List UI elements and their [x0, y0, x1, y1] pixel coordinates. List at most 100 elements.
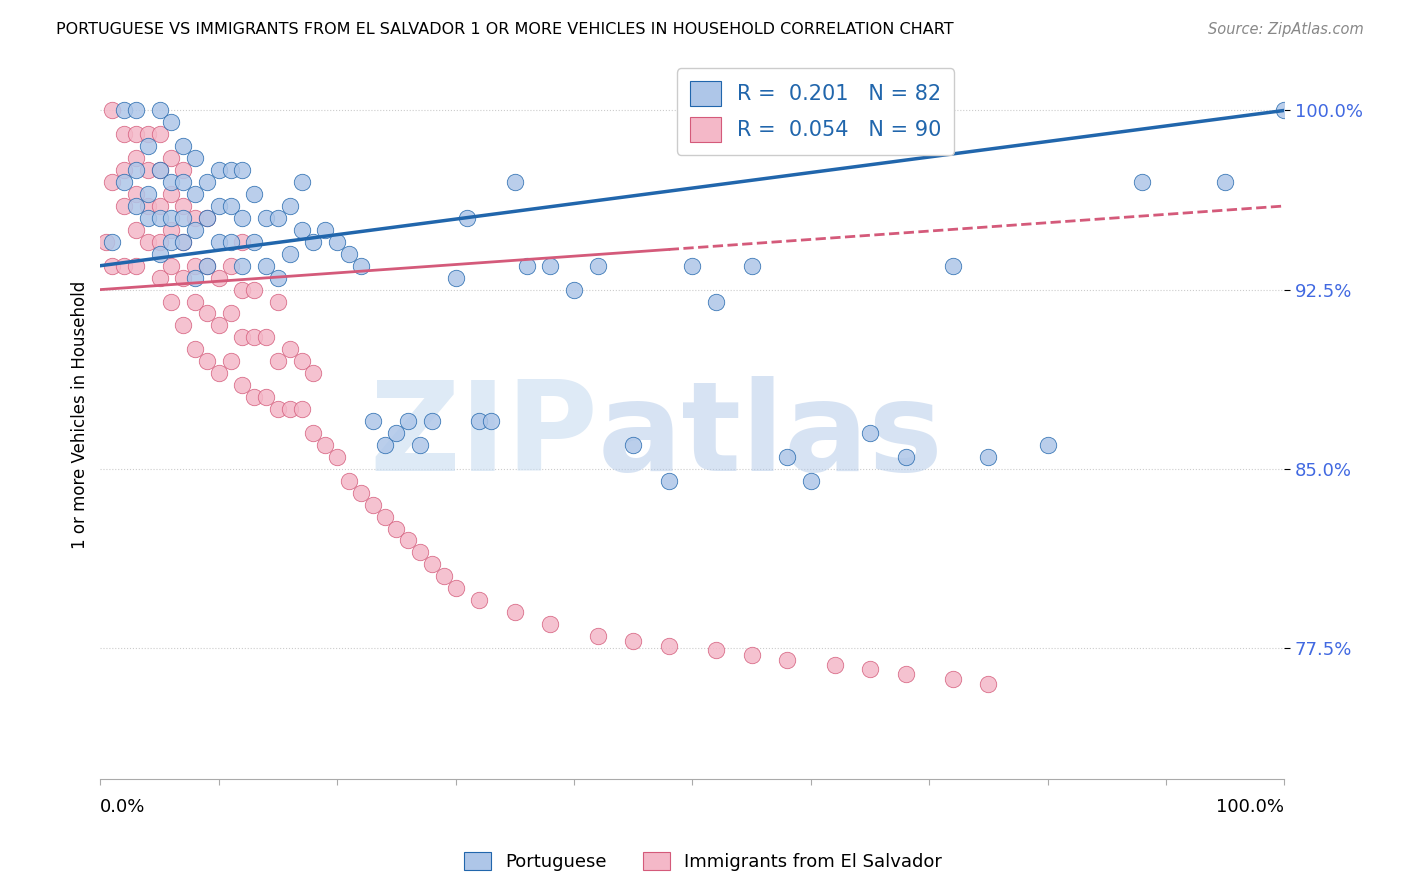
- Point: [208, 235, 231, 249]
- Point: [160, 259, 183, 273]
- Point: [208, 270, 231, 285]
- Point: [184, 187, 207, 202]
- Point: [160, 187, 183, 202]
- Point: [231, 378, 253, 392]
- Point: [219, 163, 242, 178]
- Point: [776, 450, 799, 464]
- Point: [208, 366, 231, 380]
- Point: [291, 402, 314, 417]
- Point: [160, 294, 183, 309]
- Point: [160, 223, 183, 237]
- Point: [125, 151, 148, 165]
- Point: [503, 175, 526, 189]
- Point: [101, 175, 124, 189]
- Point: [302, 425, 325, 440]
- Point: [1036, 438, 1059, 452]
- Point: [208, 199, 231, 213]
- Point: [231, 211, 253, 225]
- Point: [658, 474, 681, 488]
- Point: [148, 103, 170, 118]
- Point: [267, 211, 290, 225]
- Point: [172, 139, 194, 153]
- Point: [231, 259, 253, 273]
- Point: [350, 485, 373, 500]
- Point: [195, 211, 218, 225]
- Point: [894, 450, 917, 464]
- Text: Source: ZipAtlas.com: Source: ZipAtlas.com: [1208, 22, 1364, 37]
- Legend: Portuguese, Immigrants from El Salvador: Portuguese, Immigrants from El Salvador: [457, 845, 949, 879]
- Point: [278, 343, 301, 357]
- Point: [302, 366, 325, 380]
- Point: [125, 103, 148, 118]
- Point: [456, 211, 478, 225]
- Point: [741, 259, 763, 273]
- Point: [172, 163, 194, 178]
- Point: [254, 211, 277, 225]
- Point: [444, 581, 467, 595]
- Point: [112, 163, 135, 178]
- Point: [538, 617, 561, 632]
- Point: [184, 211, 207, 225]
- Point: [278, 246, 301, 260]
- Point: [101, 103, 124, 118]
- Point: [160, 115, 183, 129]
- Text: 100.0%: 100.0%: [1216, 797, 1285, 815]
- Point: [385, 522, 408, 536]
- Point: [741, 648, 763, 662]
- Point: [681, 259, 703, 273]
- Point: [373, 509, 395, 524]
- Point: [468, 593, 491, 607]
- Point: [254, 259, 277, 273]
- Point: [291, 175, 314, 189]
- Point: [586, 259, 609, 273]
- Point: [291, 223, 314, 237]
- Point: [859, 663, 882, 677]
- Point: [538, 259, 561, 273]
- Point: [267, 294, 290, 309]
- Point: [160, 211, 183, 225]
- Point: [184, 223, 207, 237]
- Point: [148, 270, 170, 285]
- Point: [101, 235, 124, 249]
- Point: [172, 318, 194, 333]
- Point: [385, 425, 408, 440]
- Point: [267, 402, 290, 417]
- Point: [361, 498, 384, 512]
- Point: [219, 199, 242, 213]
- Point: [1274, 103, 1296, 118]
- Point: [125, 199, 148, 213]
- Point: [621, 633, 644, 648]
- Point: [267, 354, 290, 368]
- Point: [219, 259, 242, 273]
- Point: [396, 414, 419, 428]
- Point: [219, 306, 242, 320]
- Point: [373, 438, 395, 452]
- Point: [278, 199, 301, 213]
- Point: [184, 259, 207, 273]
- Point: [326, 450, 349, 464]
- Point: [160, 151, 183, 165]
- Point: [195, 259, 218, 273]
- Point: [800, 474, 823, 488]
- Point: [136, 211, 159, 225]
- Point: [112, 103, 135, 118]
- Point: [184, 294, 207, 309]
- Point: [824, 657, 846, 672]
- Point: [243, 390, 266, 404]
- Point: [1213, 175, 1236, 189]
- Point: [112, 199, 135, 213]
- Point: [195, 175, 218, 189]
- Point: [195, 306, 218, 320]
- Point: [172, 199, 194, 213]
- Point: [704, 643, 727, 657]
- Point: [314, 438, 336, 452]
- Point: [562, 283, 585, 297]
- Point: [468, 414, 491, 428]
- Point: [208, 163, 231, 178]
- Point: [254, 330, 277, 344]
- Point: [776, 653, 799, 667]
- Point: [148, 199, 170, 213]
- Point: [231, 330, 253, 344]
- Point: [942, 672, 965, 686]
- Point: [96, 235, 118, 249]
